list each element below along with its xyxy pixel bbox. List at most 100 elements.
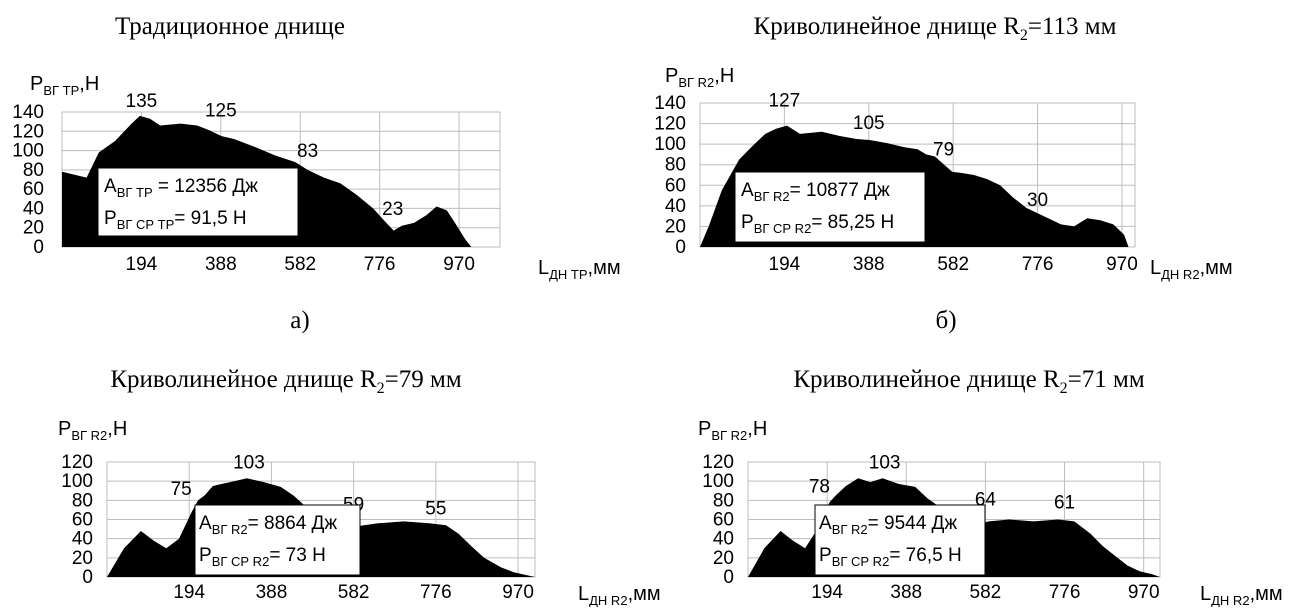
x-tick-label: 388 (205, 254, 237, 275)
stats-box: AВГ R2= 8864 Дж PВГ СР R2= 73 Н (194, 504, 361, 576)
data-label: 103 (869, 452, 901, 473)
y-tick-label: 20 (72, 548, 93, 569)
y-tick-label: 80 (713, 490, 734, 511)
data-label: 23 (382, 199, 403, 220)
x-tick-label: 388 (256, 582, 288, 603)
y-tick-label: 60 (665, 175, 686, 196)
x-tick-label: 582 (970, 582, 1002, 603)
data-label: 30 (1027, 190, 1048, 211)
y-tick-label: 0 (723, 567, 734, 588)
data-label: 55 (425, 498, 446, 519)
data-label: 79 (933, 140, 954, 161)
y-tick-label: 80 (665, 155, 686, 176)
y-tick-label: 40 (713, 529, 734, 550)
data-label: 105 (853, 113, 885, 134)
x-axis-label: LДН R2,мм (578, 583, 661, 607)
y-tick-label: 100 (12, 141, 44, 162)
y-tick-label: 80 (23, 160, 44, 181)
y-tick-label: 20 (665, 216, 686, 237)
x-tick-label: 776 (420, 582, 452, 603)
x-tick-label: 194 (811, 582, 843, 603)
x-tick-label: 388 (890, 582, 922, 603)
panel-title: Криволинейное днище R2=79 мм (110, 366, 462, 397)
data-label: 103 (233, 452, 265, 473)
y-axis-label: PВГ ТР,Н (30, 73, 99, 98)
x-tick-label: 194 (769, 254, 801, 275)
stats-box: AВГ R2= 9544 Дж PВГ СР R2= 76,5 Н (814, 504, 986, 576)
y-tick-label: 100 (654, 134, 686, 155)
y-tick-label: 40 (23, 198, 44, 219)
chart-panel-2: Криволинейное днище R2=113 мм PВГ R2,Н L… (654, 13, 1232, 334)
x-axis-label: LДН R2,мм (1200, 583, 1283, 607)
x-tick-label: 776 (364, 254, 396, 275)
y-tick-label: 60 (72, 510, 93, 531)
panel-title: Традиционное днище (115, 13, 345, 40)
annotations: 127 105 79 30 (769, 90, 1049, 211)
x-ticks: 194 388 582 776 970 (811, 582, 1159, 603)
x-tick-label: 582 (338, 582, 370, 603)
stats-box: AВГ ТР = 12356 Дж PВГ СР ТР= 91,5 Н (97, 167, 299, 237)
work-value: AВГ ТР = 12356 Дж (104, 176, 258, 200)
y-tick-label: 120 (12, 121, 44, 142)
y-tick-label: 140 (654, 93, 686, 114)
y-tick-label: 0 (675, 237, 686, 258)
x-axis-label: LДН ТР,мм (538, 257, 621, 282)
stats-box: AВГ R2= 10877 Дж PВГ СР R2= 85,25 Н (734, 171, 926, 243)
x-tick-label: 194 (126, 254, 158, 275)
x-tick-label: 582 (284, 254, 316, 275)
y-tick-label: 100 (61, 471, 93, 492)
mean-force-value: PВГ СР R2= 76,5 Н (819, 545, 962, 569)
y-tick-label: 60 (23, 179, 44, 200)
data-label: 125 (205, 100, 237, 121)
y-tick-label: 0 (33, 237, 44, 258)
x-ticks: 194 388 582 776 970 (769, 254, 1138, 275)
panel-title: Криволинейное днище R2=71 мм (793, 366, 1145, 397)
data-label: 135 (126, 91, 158, 112)
data-label: 75 (171, 479, 192, 500)
mean-force-value: PВГ СР ТР= 91,5 Н (104, 208, 247, 232)
x-tick-label: 970 (502, 582, 534, 603)
panel-caption: а) (290, 307, 309, 334)
work-value: AВГ R2= 8864 Дж (199, 513, 337, 537)
y-axis-label: PВГ R2,Н (665, 65, 734, 90)
y-tick-label: 100 (702, 471, 734, 492)
mean-force-value: PВГ СР R2= 85,25 Н (741, 212, 894, 236)
x-ticks: 194 388 582 776 970 (126, 254, 475, 275)
y-tick-label: 0 (82, 567, 93, 588)
panel-title: Криволинейное днище R2=113 мм (754, 13, 1117, 44)
data-label: 78 (809, 476, 830, 497)
x-ticks: 194 388 582 776 970 (173, 582, 534, 603)
y-tick-label: 80 (72, 490, 93, 511)
x-axis-label: LДН R2,мм (1150, 257, 1233, 282)
y-tick-label: 140 (12, 102, 44, 123)
work-value: AВГ R2= 10877 Дж (741, 180, 890, 204)
y-tick-label: 120 (654, 114, 686, 135)
x-tick-label: 582 (937, 254, 969, 275)
y-axis-label: PВГ R2,Н (698, 418, 767, 443)
data-label: 83 (297, 141, 318, 162)
x-tick-label: 970 (443, 254, 475, 275)
x-tick-label: 776 (1049, 582, 1081, 603)
x-tick-label: 970 (1106, 254, 1138, 275)
data-label: 61 (1054, 493, 1075, 514)
y-tick-label: 120 (61, 452, 93, 473)
y-tick-label: 20 (713, 548, 734, 569)
chart-panel-4: Криволинейное днище R2=71 мм PВГ R2,Н LД… (698, 366, 1283, 608)
chart-panel-1: Традиционное днище PВГ ТР,Н LДН ТР,мм 02… (12, 13, 620, 334)
y-tick-label: 20 (23, 218, 44, 239)
data-label: 127 (769, 90, 801, 111)
x-tick-label: 388 (853, 254, 885, 275)
y-tick-label: 40 (665, 196, 686, 217)
panel-caption: б) (935, 307, 956, 334)
chart-panel-3: Криволинейное днище R2=79 мм PВГ R2,Н LД… (58, 366, 661, 608)
x-tick-label: 194 (173, 582, 205, 603)
x-tick-label: 970 (1128, 582, 1160, 603)
y-tick-label: 120 (702, 452, 734, 473)
x-tick-label: 776 (1022, 254, 1054, 275)
